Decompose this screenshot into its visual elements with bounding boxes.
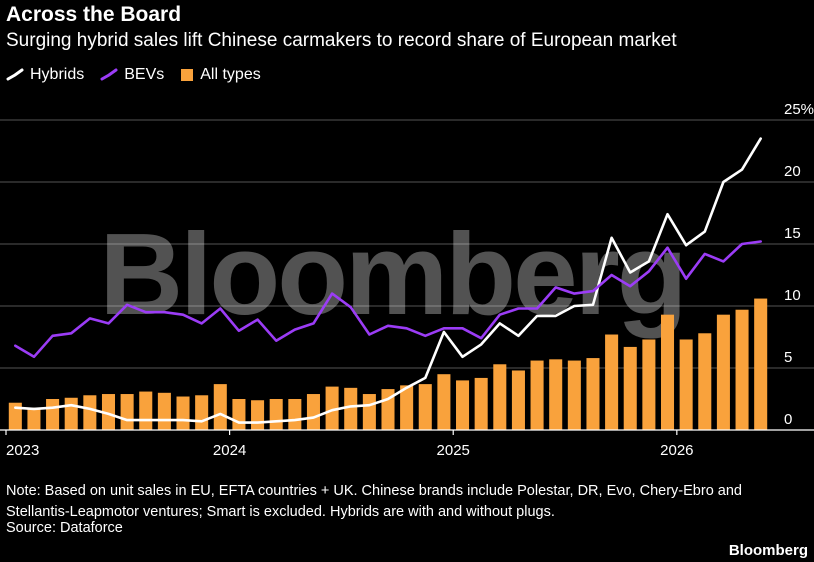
y-tick-label: 25% [784, 101, 814, 118]
bar-all-types [605, 334, 619, 430]
source: Source: Dataforce [6, 520, 123, 536]
x-tick-label: 2026 [660, 442, 693, 459]
bar-all-types [493, 364, 507, 430]
legend-item-bevs: BEVs [100, 66, 164, 84]
bar-all-types [567, 360, 581, 430]
bar-all-types [83, 395, 97, 430]
bar-all-types [101, 394, 116, 430]
bar-all-types [530, 360, 544, 430]
legend-label-hybrids: Hybrids [30, 66, 85, 83]
bar-all-types [754, 298, 768, 430]
chart: Bloomberg 0 5 10 15 20 25% 2023 2024 2025 2026 [0, 101, 814, 459]
bar-all-types [474, 377, 488, 430]
square-icon [181, 69, 194, 81]
legend-item-all-types: All types [180, 66, 261, 84]
bar-all-types [46, 399, 60, 430]
y-tick-label: 5 [784, 349, 792, 366]
bar-all-types [232, 399, 246, 430]
bar-all-types [213, 384, 227, 430]
line-bevs [14, 240, 762, 359]
bar-all-types [623, 346, 637, 430]
bar-all-types [306, 394, 320, 430]
bar-all-types [8, 402, 22, 430]
bar-all-types [679, 339, 693, 430]
legend-label-all-types: All types [200, 66, 261, 83]
bar-all-types [456, 380, 470, 430]
x-tick-label: 2025 [437, 442, 470, 459]
legend-item-hybrids: Hybrids [6, 66, 84, 84]
line-hybrids [14, 137, 762, 424]
bar-all-types [511, 370, 525, 430]
line-check-icon [100, 68, 118, 81]
x-tick-label: 2024 [213, 442, 246, 459]
bar-all-types [64, 397, 78, 430]
bar-all-types [418, 384, 432, 430]
bar-all-types [269, 399, 283, 430]
x-tick-label: 2023 [6, 442, 39, 459]
bar-all-types [251, 400, 265, 430]
bar-all-types [735, 309, 749, 430]
bar-all-types [344, 387, 358, 430]
bar-all-types [27, 407, 41, 430]
bar-all-types [288, 399, 302, 430]
brand-logo: Bloomberg [728, 542, 808, 559]
bar-all-types [642, 339, 656, 430]
footnote: Note: Based on unit sales in EU, EFTA co… [6, 483, 742, 520]
bar-all-types [157, 392, 171, 430]
bar-all-types [195, 395, 209, 430]
watermark: Bloomberg [99, 209, 684, 339]
bar-all-types [660, 314, 675, 430]
y-tick-label: 15 [784, 225, 801, 242]
bar-all-types [176, 396, 190, 430]
bar-all-types [120, 394, 134, 430]
y-tick-label: 20 [784, 163, 801, 180]
y-tick-label: 0 [784, 411, 792, 428]
bar-all-types [549, 359, 563, 430]
bar-all-types [325, 386, 339, 430]
legend: Hybrids BEVs All types [6, 66, 277, 84]
bar-all-types [716, 314, 730, 430]
bar-all-types [139, 391, 153, 430]
bar-all-types [437, 374, 451, 430]
y-tick-label: 10 [784, 287, 801, 304]
chart-subtitle: Surging hybrid sales lift Chinese carmak… [6, 30, 677, 51]
chart-title: Across the Board [6, 3, 182, 26]
legend-label-bevs: BEVs [124, 66, 165, 83]
bar-all-types [586, 358, 600, 430]
bar-all-types [400, 385, 414, 430]
bar-all-types [698, 333, 712, 430]
line-check-icon [6, 68, 24, 81]
bar-all-types [362, 394, 376, 430]
